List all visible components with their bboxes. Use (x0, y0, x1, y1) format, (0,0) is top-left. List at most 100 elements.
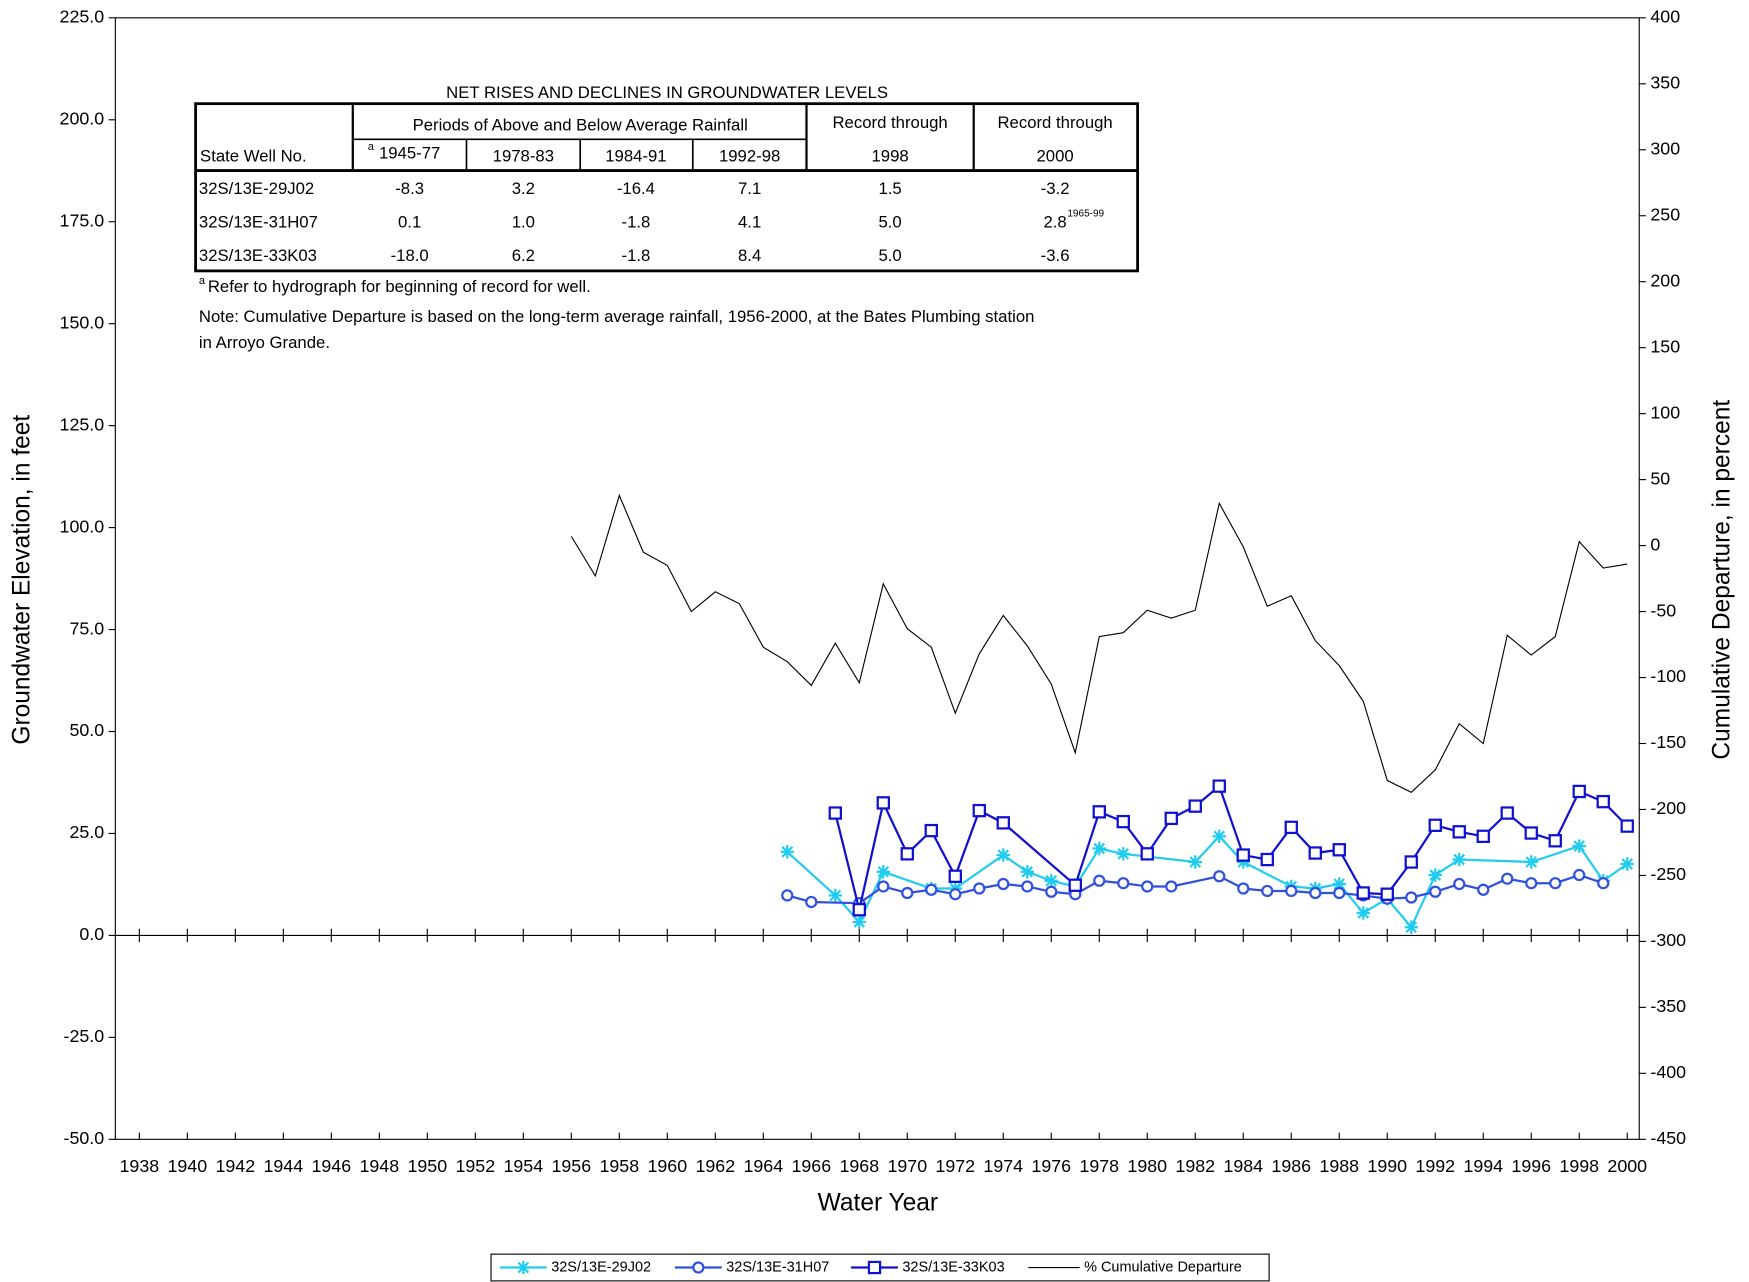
marker (1309, 886, 1322, 900)
marker (1188, 855, 1202, 869)
marker (1404, 855, 1418, 869)
x-tick-label: 1958 (599, 1156, 639, 1176)
marker (1404, 920, 1418, 934)
y-tick-label: 175.0 (60, 210, 105, 230)
y-tick-label: 100.0 (60, 516, 105, 536)
marker (1188, 799, 1202, 813)
marker (1596, 794, 1610, 809)
marker (1212, 779, 1226, 793)
marker (1477, 883, 1490, 896)
table-cell: 1.0 (512, 212, 535, 231)
y-tick-label: 225.0 (60, 7, 105, 27)
table-cell: 4.1 (738, 212, 761, 231)
legend-marker (692, 1261, 705, 1274)
y-tick-label: 125.0 (60, 414, 105, 434)
x-tick-label: 1982 (1175, 1156, 1215, 1176)
y2-tick-label: 400 (1650, 7, 1680, 27)
note: Note: Cumulative Departure is based on t… (199, 307, 1035, 326)
marker (1572, 784, 1586, 799)
x-tick-label: 1950 (407, 1156, 447, 1176)
marker (1524, 826, 1538, 840)
marker (1021, 880, 1034, 893)
marker (948, 869, 962, 883)
marker (1549, 877, 1562, 890)
marker (1165, 880, 1178, 893)
y-tick-label: 200.0 (60, 108, 105, 128)
marker (1500, 806, 1514, 820)
table-cell: -3.6 (1041, 246, 1070, 265)
marker (1141, 880, 1154, 893)
marker (1213, 870, 1226, 883)
marker (1453, 877, 1466, 891)
marker (1405, 891, 1418, 904)
table-header: 1984-91 (605, 147, 666, 166)
x-tick-label: 1978 (1079, 1156, 1119, 1176)
marker (1572, 839, 1586, 853)
x-tick-label: 1952 (455, 1156, 495, 1176)
table-header: 1978-83 (493, 147, 554, 166)
x-tick-label: 1970 (887, 1156, 927, 1176)
y2-tick-label: -50 (1650, 600, 1676, 620)
marker (996, 816, 1010, 830)
marker (780, 845, 794, 859)
marker (1237, 882, 1250, 895)
marker (1333, 886, 1346, 900)
y-tick-label: 75.0 (69, 618, 104, 638)
marker (1524, 855, 1538, 869)
marker (1452, 852, 1466, 867)
x-tick-label: 1938 (119, 1156, 159, 1176)
marker (1620, 857, 1634, 871)
table-cell: 5.0 (878, 246, 901, 265)
marker (852, 915, 866, 929)
marker (1452, 825, 1466, 839)
table-header: 1992-98 (719, 147, 780, 166)
marker (1044, 874, 1058, 888)
table-header: Periods of Above and Below Average Rainf… (413, 115, 748, 134)
y-tick-label: 50.0 (69, 720, 104, 740)
x-tick-label: 1988 (1319, 1156, 1359, 1176)
y2-tick-label: 0 (1650, 534, 1660, 554)
table-title: NET RISES AND DECLINES IN GROUNDWATER LE… (446, 83, 888, 102)
x-tick-label: 1940 (167, 1156, 207, 1176)
marker (805, 895, 818, 909)
y2-tick-label: 50 (1650, 468, 1670, 488)
y2-tick-label: -150 (1650, 732, 1686, 752)
marker (1284, 820, 1298, 835)
table-cell: 7.1 (738, 179, 761, 198)
y-tick-label: -50.0 (64, 1128, 105, 1148)
marker (924, 823, 938, 838)
y2-tick-label: -300 (1650, 930, 1686, 950)
x-tick-label: 1964 (743, 1156, 783, 1176)
x-tick-label: 1984 (1223, 1156, 1263, 1176)
legend-label: % Cumulative Departure (1084, 1259, 1242, 1275)
marker (1573, 868, 1586, 882)
marker (1428, 818, 1442, 832)
legend-label: 32S/13E-33K03 (902, 1259, 1004, 1275)
marker (1236, 848, 1250, 862)
y2-tick-label: -100 (1650, 666, 1686, 686)
table-cell: -8.3 (395, 179, 424, 198)
y-tick-label: 150.0 (60, 312, 105, 332)
marker (1045, 885, 1058, 898)
marker (949, 888, 962, 901)
marker (1476, 829, 1490, 843)
legend-label: 32S/13E-29J02 (551, 1259, 651, 1275)
legend-marker (516, 1260, 531, 1275)
table-header: Record through (997, 113, 1112, 132)
record-note: 1965-99 (1067, 209, 1104, 220)
x-tick-label: 1966 (791, 1156, 831, 1176)
x-tick-label: 1974 (983, 1156, 1023, 1176)
summary-table: NET RISES AND DECLINES IN GROUNDWATER LE… (194, 83, 1139, 352)
y2-tick-label: -200 (1650, 798, 1686, 818)
marker (925, 883, 938, 896)
marker (852, 903, 866, 917)
footnote: Refer to hydrograph for beginning of rec… (208, 277, 591, 296)
marker (1308, 846, 1322, 860)
marker (1117, 877, 1130, 890)
footnote-mark: a (199, 275, 206, 287)
marker (1260, 852, 1274, 867)
marker (1236, 855, 1250, 869)
y-tick-label: 25.0 (69, 822, 104, 842)
table-cell: 1.5 (878, 179, 901, 198)
table-cell: 6.2 (512, 246, 535, 265)
